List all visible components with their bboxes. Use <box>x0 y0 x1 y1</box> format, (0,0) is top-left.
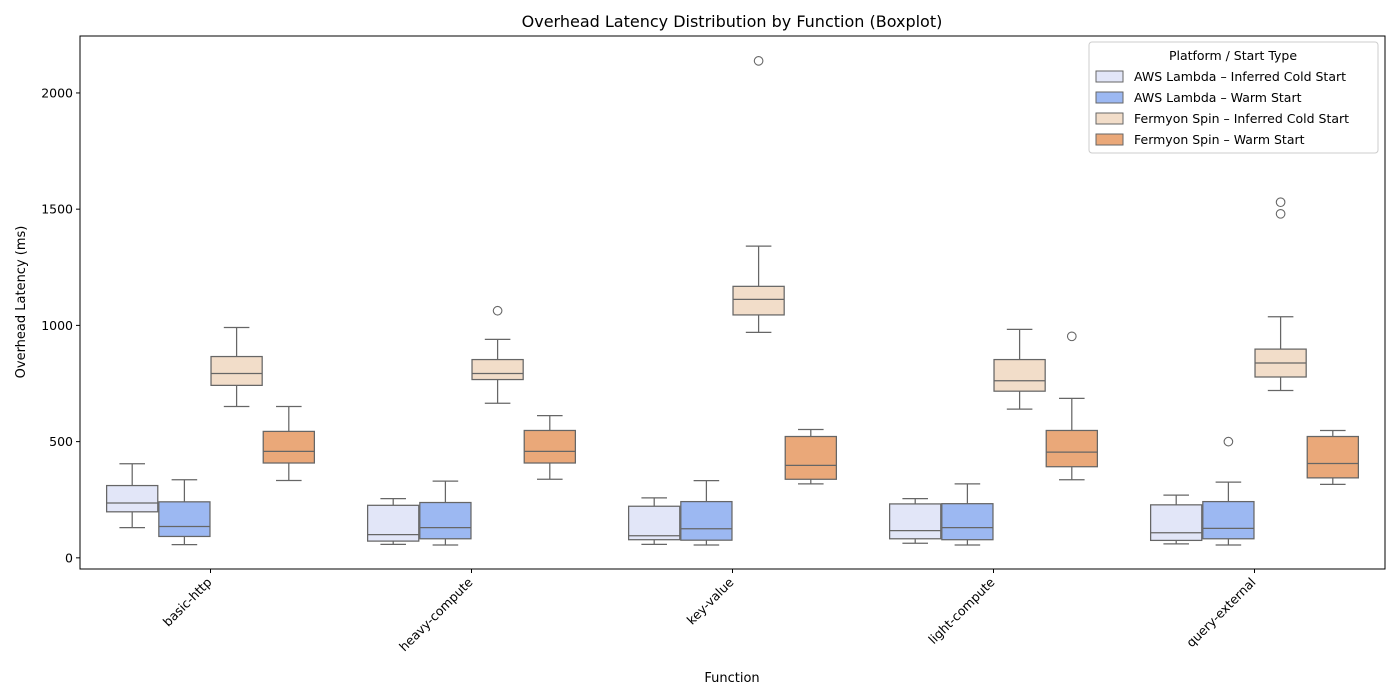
outlier-point <box>1223 436 1234 447</box>
box-iqr <box>471 358 524 381</box>
legend-label: AWS Lambda – Warm Start <box>1134 90 1302 105</box>
box-iqr <box>888 503 942 540</box>
x-axis: basic-http heavy-compute key-value light-co… <box>160 569 1259 654</box>
box-light-compute-series-2 <box>993 328 1046 410</box>
box-basic-http-series-0 <box>105 463 159 529</box>
box-basic-http-series-2 <box>210 326 263 408</box>
box-iqr <box>366 504 420 542</box>
legend-frame <box>1088 41 1379 154</box>
y-tick-label: 500 <box>49 434 73 449</box>
box-heavy-compute-series-1 <box>419 480 472 546</box>
box-iqr <box>523 429 577 464</box>
box-query-external-series-0 <box>1149 494 1203 545</box>
box-heavy-compute-series-3 <box>523 414 577 480</box>
outlier-point <box>492 305 503 316</box>
box-heavy-compute-series-2 <box>471 305 524 404</box>
legend-item: AWS Lambda – Inferred Cold Start <box>1095 69 1346 84</box>
box-iqr <box>105 484 159 513</box>
box-key-value-series-3 <box>784 428 838 485</box>
box-iqr <box>784 435 838 480</box>
x-tick-label: basic-http <box>160 574 215 629</box>
box-iqr <box>680 500 733 541</box>
outlier-point <box>1066 331 1077 342</box>
y-axis: 0 500 1000 1500 2000 <box>41 85 80 565</box>
box-basic-http-series-1 <box>158 479 211 546</box>
box-key-value-series-2 <box>732 56 785 333</box>
legend-swatch <box>1095 112 1124 125</box>
legend-items: AWS Lambda – Inferred Cold Start AWS Lamb… <box>1095 69 1349 147</box>
box-iqr <box>1202 500 1255 540</box>
x-axis-label: Function <box>704 671 759 686</box>
box-query-external-series-3 <box>1306 429 1360 486</box>
x-tick-label: light-compute <box>925 574 998 647</box>
outlier-point <box>1275 197 1286 208</box>
x-tick-label: query-external <box>1183 575 1259 651</box>
box-iqr <box>419 501 472 540</box>
box-light-compute-series-1 <box>941 483 994 546</box>
box-iqr <box>1149 504 1203 542</box>
outlier-point <box>1275 208 1286 219</box>
y-axis-label: Overhead Latency (ms) <box>14 226 29 379</box>
boxes <box>105 56 1360 546</box>
legend-item: Fermyon Spin – Warm Start <box>1095 132 1305 147</box>
box-query-external-series-2 <box>1254 197 1307 392</box>
box-light-compute-series-3 <box>1045 331 1099 481</box>
x-tick-label: key-value <box>684 574 737 627</box>
y-tick-label: 0 <box>65 550 73 565</box>
outlier-point <box>753 56 764 66</box>
legend-label: Fermyon Spin – Warm Start <box>1134 132 1305 147</box>
legend-label: Fermyon Spin – Inferred Cold Start <box>1134 111 1349 126</box>
box-iqr <box>262 430 316 464</box>
chart-title: Overhead Latency Distribution by Functio… <box>522 12 943 31</box>
y-tick-label: 1000 <box>41 318 73 333</box>
box-iqr <box>1045 429 1099 468</box>
box-heavy-compute-series-0 <box>366 497 420 545</box>
legend-swatch <box>1095 133 1124 146</box>
box-query-external-series-1 <box>1202 436 1255 546</box>
box-key-value-series-1 <box>680 480 733 546</box>
y-tick-label: 1500 <box>41 202 73 217</box>
box-light-compute-series-0 <box>888 497 942 544</box>
box-iqr <box>210 355 263 386</box>
legend-swatch <box>1095 70 1124 83</box>
legend-label: AWS Lambda – Inferred Cold Start <box>1134 69 1346 84</box>
legend-swatch <box>1095 91 1124 104</box>
legend-title: Platform / Start Type <box>1169 48 1297 63</box>
box-basic-http-series-3 <box>262 405 316 482</box>
y-tick-label: 2000 <box>41 85 73 100</box>
box-iqr <box>732 285 785 316</box>
legend-item: Fermyon Spin – Inferred Cold Start <box>1095 111 1349 126</box>
legend: Platform / Start Type AWS Lambda – Infer… <box>1088 41 1379 154</box>
box-iqr <box>158 501 211 538</box>
box-key-value-series-0 <box>627 497 681 545</box>
box-iqr <box>993 358 1046 392</box>
legend-item: AWS Lambda – Warm Start <box>1095 90 1302 105</box>
x-tick-label: heavy-compute <box>396 574 476 654</box>
box-iqr <box>1306 435 1360 479</box>
box-iqr <box>941 503 994 541</box>
box-iqr <box>627 505 681 541</box>
